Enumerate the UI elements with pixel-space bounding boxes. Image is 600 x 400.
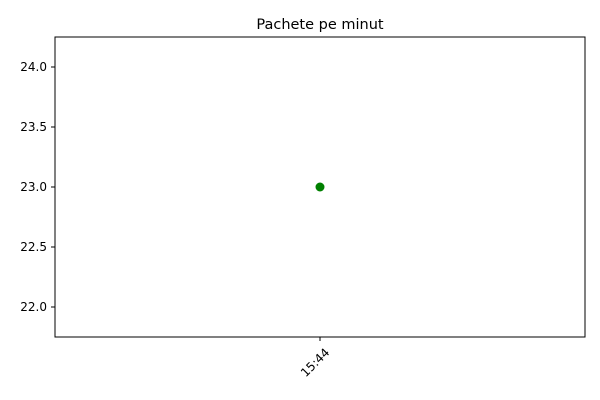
- x-tick-label: 15:44: [298, 345, 332, 379]
- y-tick-label: 23.0: [20, 180, 47, 194]
- data-points: [315, 182, 325, 192]
- y-tick-label: 22.0: [20, 300, 47, 314]
- x-axis: 15:44: [298, 337, 332, 380]
- y-tick-label: 24.0: [20, 60, 47, 74]
- plot-area-frame: [54, 36, 586, 338]
- y-tick-label: 23.5: [20, 120, 47, 134]
- chart-title: Pachete pe minut: [256, 17, 384, 33]
- y-tick-label: 22.5: [20, 240, 47, 254]
- y-axis: 22.0 22.5 23.0 23.5 24.0: [20, 60, 55, 314]
- data-point: [315, 182, 325, 192]
